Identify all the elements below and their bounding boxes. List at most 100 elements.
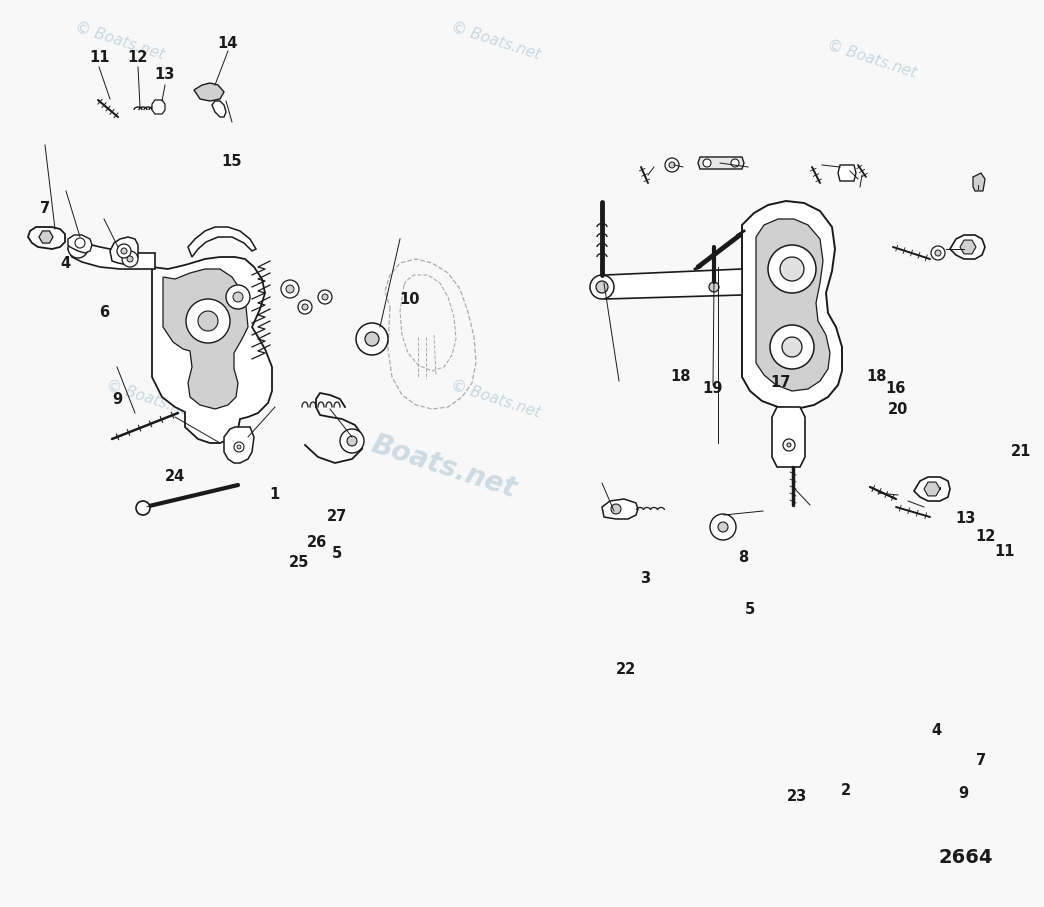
- Circle shape: [611, 504, 621, 514]
- Circle shape: [298, 300, 312, 314]
- Circle shape: [590, 275, 614, 299]
- Text: 22: 22: [616, 662, 637, 677]
- Polygon shape: [110, 237, 138, 265]
- Text: 9: 9: [112, 392, 122, 406]
- Circle shape: [768, 245, 816, 293]
- Circle shape: [709, 282, 719, 292]
- Text: 17: 17: [770, 375, 791, 390]
- Text: © Boats.net: © Boats.net: [449, 377, 542, 421]
- Text: 11: 11: [994, 544, 1015, 559]
- Text: 8: 8: [738, 551, 749, 565]
- Text: 18: 18: [867, 369, 887, 384]
- Text: 3: 3: [640, 571, 650, 586]
- Circle shape: [935, 250, 941, 256]
- Circle shape: [302, 304, 308, 310]
- Polygon shape: [188, 227, 256, 257]
- Circle shape: [931, 246, 945, 260]
- Circle shape: [117, 244, 130, 258]
- Polygon shape: [224, 427, 254, 463]
- Circle shape: [770, 325, 814, 369]
- Polygon shape: [756, 219, 830, 391]
- Text: 5: 5: [332, 546, 342, 561]
- Circle shape: [703, 159, 711, 167]
- Text: 1: 1: [269, 487, 280, 502]
- Polygon shape: [772, 407, 805, 467]
- Polygon shape: [950, 235, 984, 259]
- Circle shape: [121, 248, 127, 254]
- Circle shape: [233, 292, 243, 302]
- Circle shape: [710, 514, 736, 540]
- Polygon shape: [698, 157, 744, 169]
- Circle shape: [322, 294, 328, 300]
- Text: 7: 7: [976, 753, 987, 767]
- Text: 12: 12: [975, 530, 996, 544]
- Text: 7: 7: [40, 201, 50, 216]
- Circle shape: [68, 238, 88, 258]
- Text: 10: 10: [399, 292, 420, 307]
- Text: 19: 19: [702, 381, 722, 395]
- Text: 2664: 2664: [939, 848, 993, 866]
- Text: 2: 2: [840, 784, 851, 798]
- Circle shape: [782, 337, 802, 357]
- Circle shape: [665, 158, 679, 172]
- Text: Boats.net: Boats.net: [367, 431, 520, 503]
- Circle shape: [596, 281, 608, 293]
- Text: 4: 4: [931, 723, 942, 737]
- Circle shape: [365, 332, 379, 346]
- Text: 4: 4: [61, 256, 71, 270]
- Text: 24: 24: [165, 469, 186, 483]
- Text: © Boats.net: © Boats.net: [73, 19, 166, 63]
- Text: 23: 23: [786, 789, 807, 804]
- Polygon shape: [152, 100, 165, 114]
- Polygon shape: [742, 201, 843, 409]
- Circle shape: [718, 522, 728, 532]
- Text: 6: 6: [99, 306, 110, 320]
- Circle shape: [127, 256, 133, 262]
- Circle shape: [669, 162, 675, 168]
- Text: 13: 13: [955, 512, 976, 526]
- Polygon shape: [838, 165, 856, 181]
- Polygon shape: [194, 83, 224, 101]
- Text: 21: 21: [1011, 444, 1031, 459]
- Polygon shape: [28, 227, 65, 249]
- Text: 20: 20: [887, 403, 908, 417]
- Circle shape: [226, 285, 250, 309]
- Circle shape: [122, 251, 138, 267]
- Polygon shape: [598, 269, 742, 299]
- Circle shape: [340, 429, 364, 453]
- Text: 12: 12: [127, 50, 148, 64]
- Circle shape: [136, 501, 150, 515]
- Polygon shape: [68, 235, 92, 253]
- Text: © Boats.net: © Boats.net: [825, 37, 918, 81]
- Polygon shape: [212, 101, 226, 117]
- Polygon shape: [973, 173, 984, 191]
- Polygon shape: [68, 239, 155, 269]
- Circle shape: [237, 445, 241, 449]
- Polygon shape: [39, 231, 53, 243]
- Text: 11: 11: [89, 50, 110, 64]
- Circle shape: [198, 311, 218, 331]
- Circle shape: [780, 257, 804, 281]
- Circle shape: [356, 323, 388, 355]
- Circle shape: [783, 439, 794, 451]
- Circle shape: [347, 436, 357, 446]
- Polygon shape: [152, 257, 272, 443]
- Polygon shape: [163, 269, 248, 409]
- Text: 5: 5: [744, 602, 755, 617]
- Circle shape: [234, 442, 244, 452]
- Text: 14: 14: [217, 36, 238, 51]
- Circle shape: [787, 443, 791, 447]
- Circle shape: [75, 238, 85, 248]
- Polygon shape: [914, 477, 950, 501]
- Text: 16: 16: [885, 381, 906, 395]
- Text: 25: 25: [288, 555, 309, 570]
- Circle shape: [318, 290, 332, 304]
- Text: 26: 26: [307, 535, 328, 550]
- Polygon shape: [602, 499, 638, 519]
- Polygon shape: [924, 483, 940, 496]
- Circle shape: [731, 159, 739, 167]
- Circle shape: [186, 299, 230, 343]
- Circle shape: [286, 285, 294, 293]
- Text: 15: 15: [221, 154, 242, 169]
- Text: 18: 18: [670, 369, 691, 384]
